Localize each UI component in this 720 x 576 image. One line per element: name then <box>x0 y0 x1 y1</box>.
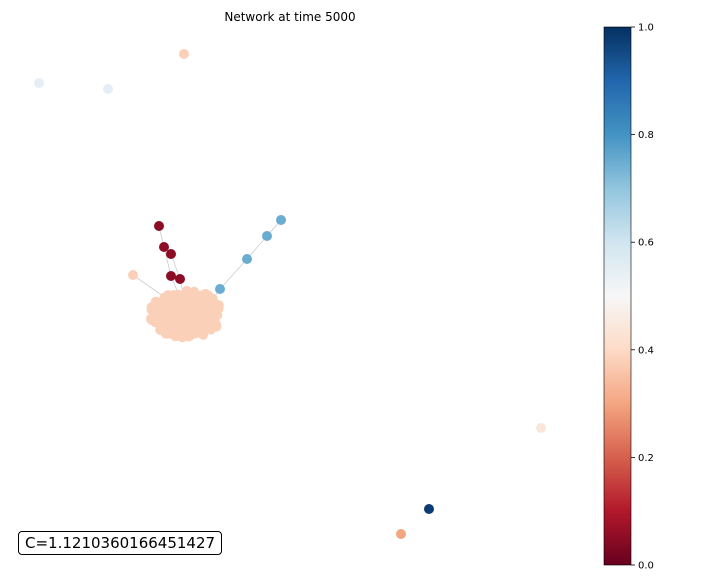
cluster-node <box>186 289 197 300</box>
node-1 <box>34 78 44 88</box>
node-8 <box>128 270 138 280</box>
cluster-node <box>148 314 159 325</box>
cluster-node <box>203 296 214 307</box>
colorbar-tick-label: 0.6 <box>638 238 654 249</box>
dense-cluster <box>145 285 224 343</box>
cluster-node <box>161 325 172 336</box>
colorbar-ticks: 0.0 0.2 0.4 0.6 0.8 1.0 <box>631 23 654 572</box>
node-2 <box>103 84 113 94</box>
node-6 <box>166 271 176 281</box>
cluster-node <box>168 290 179 301</box>
cluster-node <box>209 316 220 327</box>
colorbar-tick-label: 1.0 <box>638 23 654 34</box>
cluster-node <box>182 310 192 321</box>
node-7 <box>175 274 185 284</box>
nodes-layer <box>34 49 546 539</box>
node-11 <box>242 254 252 264</box>
cluster-node <box>213 303 224 314</box>
colorbar-tick-label: 0.0 <box>638 561 654 572</box>
node-4 <box>159 242 169 252</box>
colorbar-tick-label: 0.4 <box>638 345 654 356</box>
colorbar-gradient <box>603 26 632 566</box>
cluster-node <box>182 326 193 337</box>
colorbar: 0.0 0.2 0.4 0.6 0.8 1.0 <box>603 23 654 572</box>
edge-7 <box>246 235 268 260</box>
coefficient-annotation: C=1.1210360166451427 <box>18 531 223 555</box>
cluster-node <box>184 297 195 308</box>
cluster-node <box>200 319 211 330</box>
edge-8 <box>219 258 248 290</box>
cluster-node <box>166 314 177 325</box>
cluster-node <box>163 298 174 309</box>
node-15 <box>396 529 406 539</box>
colorbar-tick-label: 0.2 <box>638 453 654 464</box>
cluster-node <box>155 313 166 324</box>
node-5 <box>166 249 176 259</box>
node-9 <box>276 215 286 225</box>
node-14 <box>424 504 434 514</box>
cluster-node <box>190 328 201 339</box>
node-3 <box>154 221 164 231</box>
node-10 <box>262 231 272 241</box>
node-12 <box>215 284 225 294</box>
colorbar-tick-label: 0.8 <box>638 130 654 141</box>
chart-title: Network at time 5000 <box>224 10 355 24</box>
node-13 <box>536 423 546 433</box>
node-0 <box>179 49 189 59</box>
cluster-node <box>146 304 157 315</box>
